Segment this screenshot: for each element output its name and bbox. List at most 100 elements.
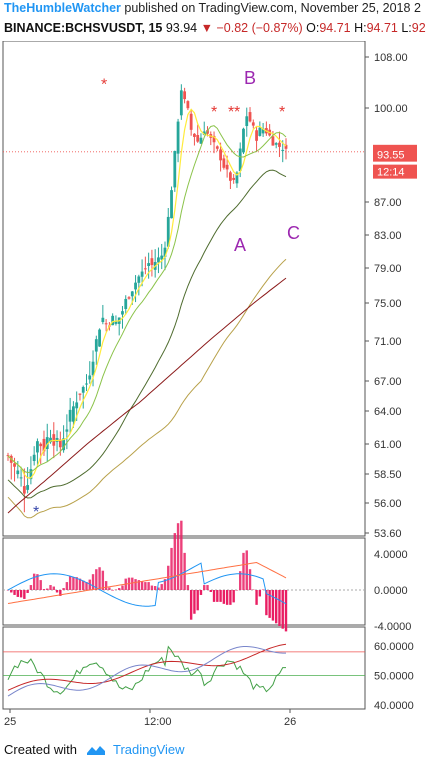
rsi-line	[7, 645, 286, 695]
macd-histogram-bar	[274, 590, 278, 624]
macd-histogram-bar	[39, 580, 42, 590]
macd-histogram-bar	[75, 577, 78, 590]
candle-body	[49, 437, 52, 443]
macd-histogram-bar	[167, 565, 170, 590]
candle-body	[58, 439, 62, 448]
candle	[189, 109, 193, 136]
chart-canvas[interactable]: 108.00 100.00 87.00 83.00 79.00 75.00 71.00 67.…	[0, 41, 428, 738]
tradingview-logo-icon	[86, 745, 105, 755]
candle-body	[39, 443, 43, 447]
rsi-tick-label: 50.0000	[374, 671, 414, 683]
candle-body	[284, 144, 288, 149]
low-value: 92	[411, 21, 426, 35]
candle	[78, 393, 82, 401]
candle	[215, 145, 219, 152]
signal-star-icon: *	[279, 104, 285, 121]
candle-body	[130, 291, 134, 297]
candle-body	[199, 137, 203, 144]
low-label: L:	[401, 21, 412, 35]
macd-histogram-bar	[284, 590, 288, 632]
macd-histogram-bar	[189, 590, 193, 620]
price-tick-label: 56.00	[374, 498, 402, 510]
macd-histogram-bar	[255, 590, 258, 605]
macd-histogram-bar	[98, 567, 101, 590]
candle	[143, 256, 147, 275]
macd-histogram-bar	[78, 578, 82, 590]
author-link[interactable]: TheHumbleWatcher	[4, 1, 121, 15]
macd-histogram-bar	[203, 585, 206, 590]
price-change: −0.82 (−0.87%)	[216, 21, 303, 35]
tradingview-link[interactable]: TradingView	[85, 742, 185, 757]
macd-histogram-bar	[101, 570, 105, 590]
candle-body	[88, 375, 92, 380]
macd-histogram-bar	[199, 590, 203, 595]
price-tick-label: 100.00	[374, 103, 408, 115]
footer: Created with TradingView	[4, 742, 185, 757]
candle-body	[206, 130, 209, 134]
candle	[39, 442, 43, 464]
chart-pane-1	[2, 41, 366, 537]
candle-body	[248, 112, 252, 122]
candle-body	[32, 454, 36, 462]
rsi-tick-label: 60.0000	[374, 641, 414, 653]
candle-body	[124, 298, 128, 310]
signal-star-icon: *	[211, 104, 217, 121]
candle	[94, 335, 98, 365]
candle	[16, 460, 20, 479]
macd-histogram-bar	[150, 585, 154, 590]
candle	[36, 438, 39, 468]
candle	[19, 466, 23, 487]
macd-histogram-bar	[111, 590, 114, 591]
candle	[85, 374, 88, 392]
candle	[137, 274, 141, 296]
candle	[160, 243, 164, 270]
macd-histogram-bar	[160, 584, 163, 590]
candle	[166, 207, 170, 249]
macd-histogram-bar	[62, 588, 65, 590]
candle	[261, 122, 265, 137]
macd-histogram-bar	[212, 590, 216, 602]
macd-histogram-bar	[206, 585, 209, 590]
high-value: 94.71	[366, 21, 398, 35]
candle	[26, 467, 30, 494]
candle-body	[101, 317, 105, 323]
high-label: H:	[354, 21, 367, 35]
macd-tick-label: 4.0000	[374, 549, 408, 561]
macd-histogram-bar	[265, 590, 268, 616]
macd-histogram-bar	[91, 574, 95, 590]
candle	[268, 124, 272, 137]
macd-histogram-bar	[170, 547, 173, 590]
candle-body	[134, 282, 137, 290]
candle-body	[222, 158, 226, 168]
candle-body	[186, 101, 190, 109]
macd-histogram-bar	[65, 582, 69, 590]
macd-histogram-bar	[137, 580, 141, 590]
macd-histogram-bar	[173, 533, 176, 590]
price-tick-label: 79.00	[374, 263, 402, 275]
candle-body	[157, 257, 160, 263]
created-with-text: Created with	[4, 742, 77, 757]
open-value: 94.71	[319, 21, 351, 35]
macd-histogram-bar	[242, 552, 245, 590]
candle-body	[6, 455, 10, 457]
macd-signal-line	[7, 561, 287, 604]
candle-body	[245, 116, 249, 127]
signal-star-icon: *	[228, 104, 234, 121]
candle-body	[160, 255, 164, 260]
macd-histogram-bar	[88, 579, 91, 590]
macd-histogram-bar	[278, 590, 281, 626]
candle-body	[147, 263, 151, 266]
ma-mid-line	[7, 125, 287, 474]
macd-histogram-bar	[147, 582, 150, 590]
candle	[153, 249, 157, 278]
signal-star-icon: *	[33, 504, 39, 521]
macd-histogram-bar	[180, 520, 183, 590]
macd-histogram-bar	[52, 586, 55, 590]
candle-body	[137, 276, 141, 283]
annotation-a: A	[234, 235, 246, 255]
candle	[6, 452, 10, 461]
candle-body	[78, 393, 82, 395]
macd-histogram-bar	[42, 589, 46, 590]
candle-body	[94, 339, 98, 352]
candle	[232, 174, 236, 184]
